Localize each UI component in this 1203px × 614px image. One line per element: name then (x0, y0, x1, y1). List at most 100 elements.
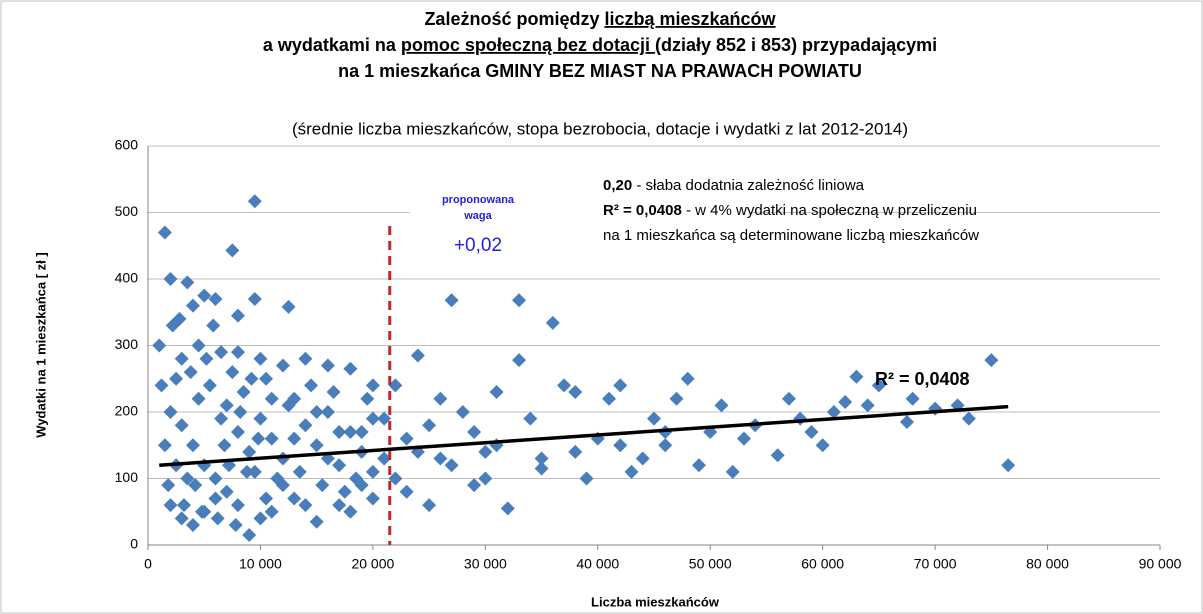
point (343, 361, 358, 376)
point (961, 411, 976, 426)
x-tick-label: 40 000 (576, 556, 619, 572)
point (320, 358, 335, 373)
point (838, 395, 853, 410)
point (210, 511, 225, 526)
point (208, 291, 223, 306)
point (849, 369, 864, 384)
point (298, 351, 313, 366)
point (860, 398, 875, 413)
point (691, 458, 706, 473)
point (163, 405, 178, 419)
annotation-segment: R² = 0,0408 (603, 202, 682, 219)
point (292, 464, 307, 479)
point (489, 385, 504, 400)
point (635, 451, 650, 466)
point (309, 514, 324, 529)
point (455, 405, 470, 419)
point (230, 345, 245, 360)
point (275, 478, 290, 493)
reference-value-label: +0,02 (454, 235, 502, 256)
point (206, 318, 221, 333)
point (410, 348, 425, 363)
point (180, 471, 195, 486)
point (736, 431, 751, 446)
point (365, 411, 380, 426)
point (157, 225, 172, 240)
point (647, 411, 661, 426)
point (228, 518, 243, 533)
point (161, 478, 176, 493)
reference-label: waga (463, 210, 492, 222)
point (602, 391, 617, 406)
annotation-box (410, 172, 750, 254)
point (388, 378, 403, 393)
point (253, 511, 268, 526)
point (304, 378, 319, 393)
point (365, 378, 380, 393)
point (281, 299, 296, 314)
point (152, 338, 167, 353)
point (174, 418, 189, 433)
point (337, 484, 352, 499)
point (1001, 458, 1016, 473)
point (349, 471, 364, 486)
point (388, 471, 403, 486)
annotation: 0,20 - słaba dodatnia zależność liniowa (603, 177, 865, 194)
point (512, 293, 527, 308)
point (183, 365, 198, 380)
point (259, 491, 274, 506)
point (500, 501, 515, 516)
point (332, 458, 347, 473)
x-tick-label: 80 000 (1026, 556, 1069, 572)
point (230, 498, 245, 513)
point (174, 351, 189, 366)
point (433, 451, 448, 466)
y-tick-label: 300 (115, 336, 139, 352)
point (287, 491, 302, 506)
point (217, 438, 232, 453)
point (191, 338, 206, 353)
y-tick-label: 100 (115, 469, 139, 485)
title-segment: pomoc społeczną bez dotacji (401, 35, 655, 55)
point (343, 504, 358, 519)
point (239, 464, 254, 479)
trendline (159, 404, 1009, 467)
point (377, 411, 392, 426)
point (770, 448, 785, 463)
point (219, 484, 234, 499)
point (242, 528, 257, 543)
point (264, 391, 279, 406)
point (157, 438, 172, 453)
point (172, 311, 187, 326)
point (467, 424, 482, 439)
title-segment: a wydatkami na (263, 35, 401, 55)
point (579, 471, 594, 486)
x-tick-label: 70 000 (914, 556, 957, 572)
point (377, 451, 392, 466)
point (191, 391, 206, 406)
x-axis-label: Liczba mieszkańców (591, 594, 720, 609)
chart-title: Zależność pomiędzy liczbą mieszkańców (424, 9, 776, 29)
point (320, 405, 335, 419)
point (251, 431, 266, 446)
point (180, 275, 195, 290)
point (247, 194, 262, 209)
x-tick-label: 0 (144, 556, 152, 572)
point (545, 315, 560, 330)
point (905, 391, 920, 406)
title-segment: liczbą mieszkańców (604, 9, 776, 29)
point (365, 491, 380, 506)
x-tick-label: 60 000 (801, 556, 844, 572)
title-segment: Zależność pomiędzy (424, 9, 604, 29)
point (804, 424, 819, 439)
reference-label: proponowana (442, 194, 515, 206)
point (259, 371, 274, 386)
point (343, 424, 358, 439)
point (242, 444, 257, 459)
point (281, 398, 296, 413)
x-tick-label: 90 000 (1139, 556, 1182, 572)
point (298, 498, 313, 513)
point (399, 431, 414, 446)
point (225, 243, 240, 258)
x-tick-label: 50 000 (689, 556, 732, 572)
